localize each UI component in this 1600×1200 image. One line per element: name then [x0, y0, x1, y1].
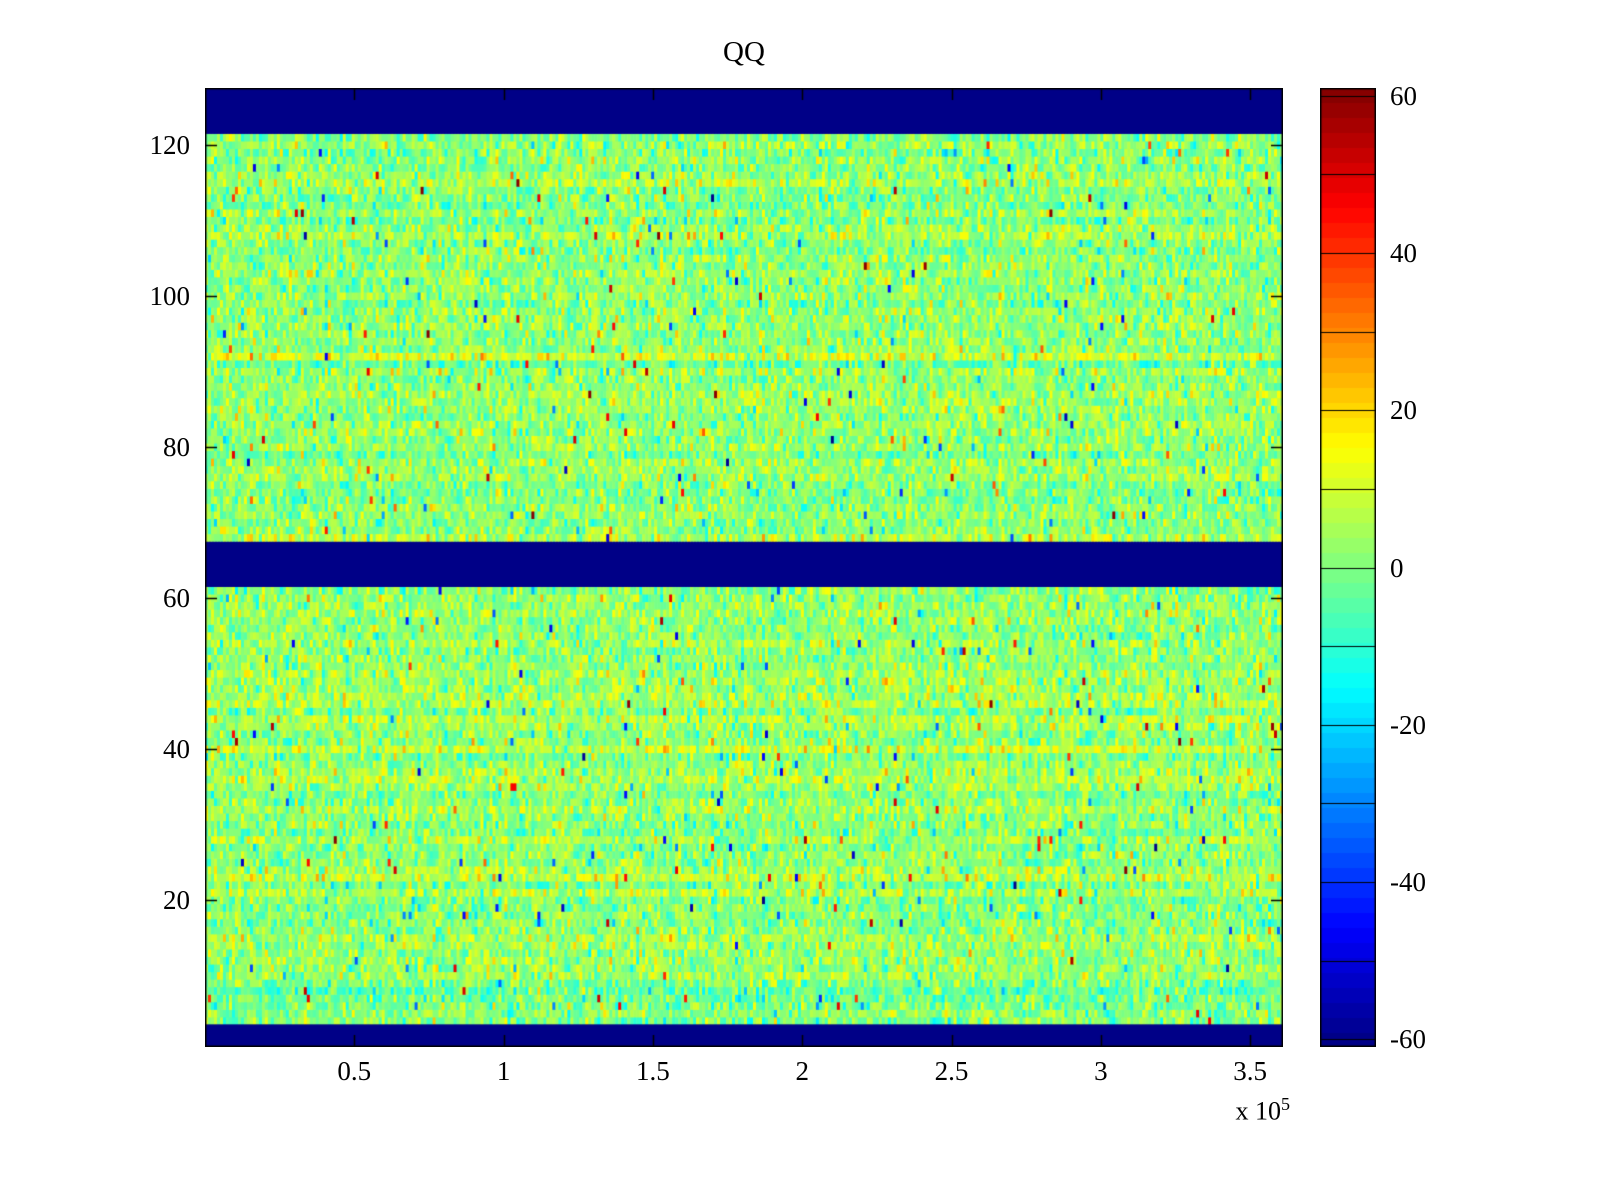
x-axis-tick-label: 1 [496, 1056, 511, 1086]
colorbar-tick-label: 60 [1390, 80, 1417, 111]
y-axis-tick-label: 20 [163, 884, 190, 915]
x-axis-tick-label: 0.5 [337, 1056, 372, 1086]
colorbar-tick-label: -40 [1390, 866, 1426, 897]
colorbar-tick-label: -20 [1390, 709, 1426, 740]
x-axis-multiplier-exponent: 5 [1281, 1094, 1290, 1114]
y-axis-tick-label: 80 [163, 431, 190, 462]
colorbar-tick-label: 0 [1390, 552, 1404, 583]
x-axis-tick-label: 3 [1094, 1056, 1108, 1086]
y-axis-tick-label: 40 [163, 733, 190, 764]
colorbar-tick-label: -60 [1390, 1024, 1426, 1055]
colorbar-canvas [1320, 88, 1376, 1047]
colorbar-tick-label: 20 [1390, 395, 1417, 426]
heatmap-canvas [205, 88, 1283, 1047]
y-axis-tick-label: 100 [149, 280, 191, 311]
y-axis-tick-label: 60 [163, 582, 190, 613]
x-axis-tick-label: 1.5 [636, 1056, 670, 1086]
x-axis-multiplier: x 105 [1140, 1094, 1291, 1127]
x-axis-tick-label: 2.5 [934, 1056, 969, 1086]
chart-title: QQ [723, 36, 765, 68]
x-axis-tick-label: 3.5 [1233, 1056, 1268, 1086]
colorbar-tick-label: 40 [1390, 238, 1417, 269]
x-axis-tick-label: 2 [795, 1056, 809, 1086]
y-axis-tick-label: 120 [149, 129, 191, 160]
x-axis-multiplier-prefix: x 10 [1235, 1096, 1282, 1126]
